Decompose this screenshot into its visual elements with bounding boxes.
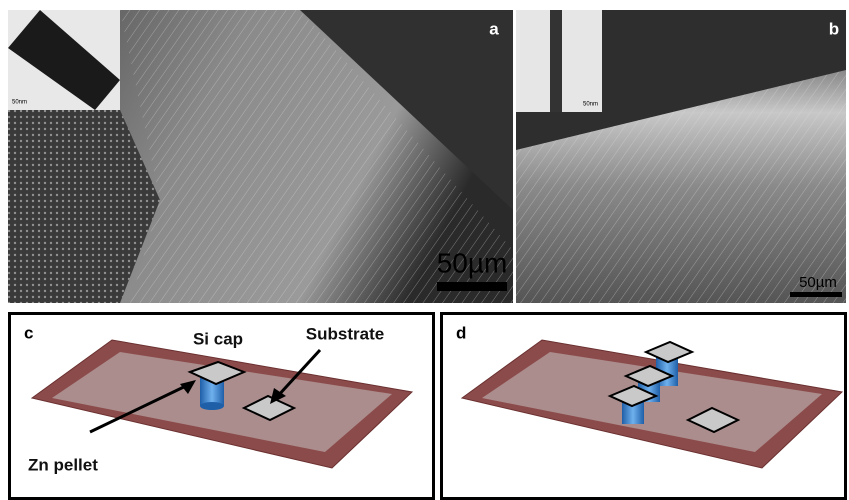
annotation: Zn pellet [28, 455, 98, 474]
scale-bar [437, 282, 507, 291]
nanowire [550, 10, 562, 112]
zn-pellet-base [200, 402, 224, 410]
annotation: Si cap [193, 329, 243, 348]
panel-label: a [489, 19, 499, 38]
scale-label: 50µm [799, 274, 837, 291]
panel-label: b [829, 19, 839, 38]
scale-bar [790, 292, 842, 297]
annotation: Substrate [306, 324, 384, 343]
panel-label: d [456, 323, 466, 342]
panel-a: 50nm a 50µm [8, 10, 513, 303]
panel-label: c [24, 323, 33, 342]
panel-c: c Si cap Substrate Zn pellet [10, 314, 434, 499]
panel-b: 50nm b 50µm [516, 10, 846, 303]
inset-scale: 50nm [12, 100, 27, 106]
panel-d: d [442, 314, 846, 499]
figure: 50nm a 50µm 50nm b 50µm c Si cap Substra… [0, 0, 849, 500]
scale-label: 50µm [437, 247, 508, 278]
inset-scale: 50nm [583, 102, 598, 108]
